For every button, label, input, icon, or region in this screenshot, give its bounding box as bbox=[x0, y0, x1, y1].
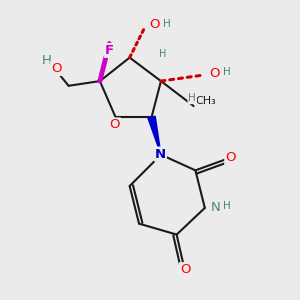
Text: N: N bbox=[155, 148, 166, 160]
Text: H: H bbox=[188, 93, 196, 103]
Text: H: H bbox=[42, 54, 52, 67]
Text: H: H bbox=[223, 67, 231, 77]
Text: O: O bbox=[209, 67, 220, 80]
Text: O: O bbox=[225, 151, 236, 164]
Text: H: H bbox=[224, 201, 231, 212]
Text: O: O bbox=[110, 118, 120, 131]
Text: O: O bbox=[51, 62, 61, 75]
Text: N: N bbox=[211, 201, 221, 214]
Text: O: O bbox=[180, 263, 190, 276]
Text: CH₃: CH₃ bbox=[195, 96, 216, 106]
Text: H: H bbox=[163, 19, 170, 29]
Text: O: O bbox=[149, 18, 159, 31]
Polygon shape bbox=[148, 116, 161, 155]
Text: H: H bbox=[159, 50, 166, 59]
Text: F: F bbox=[105, 44, 114, 57]
